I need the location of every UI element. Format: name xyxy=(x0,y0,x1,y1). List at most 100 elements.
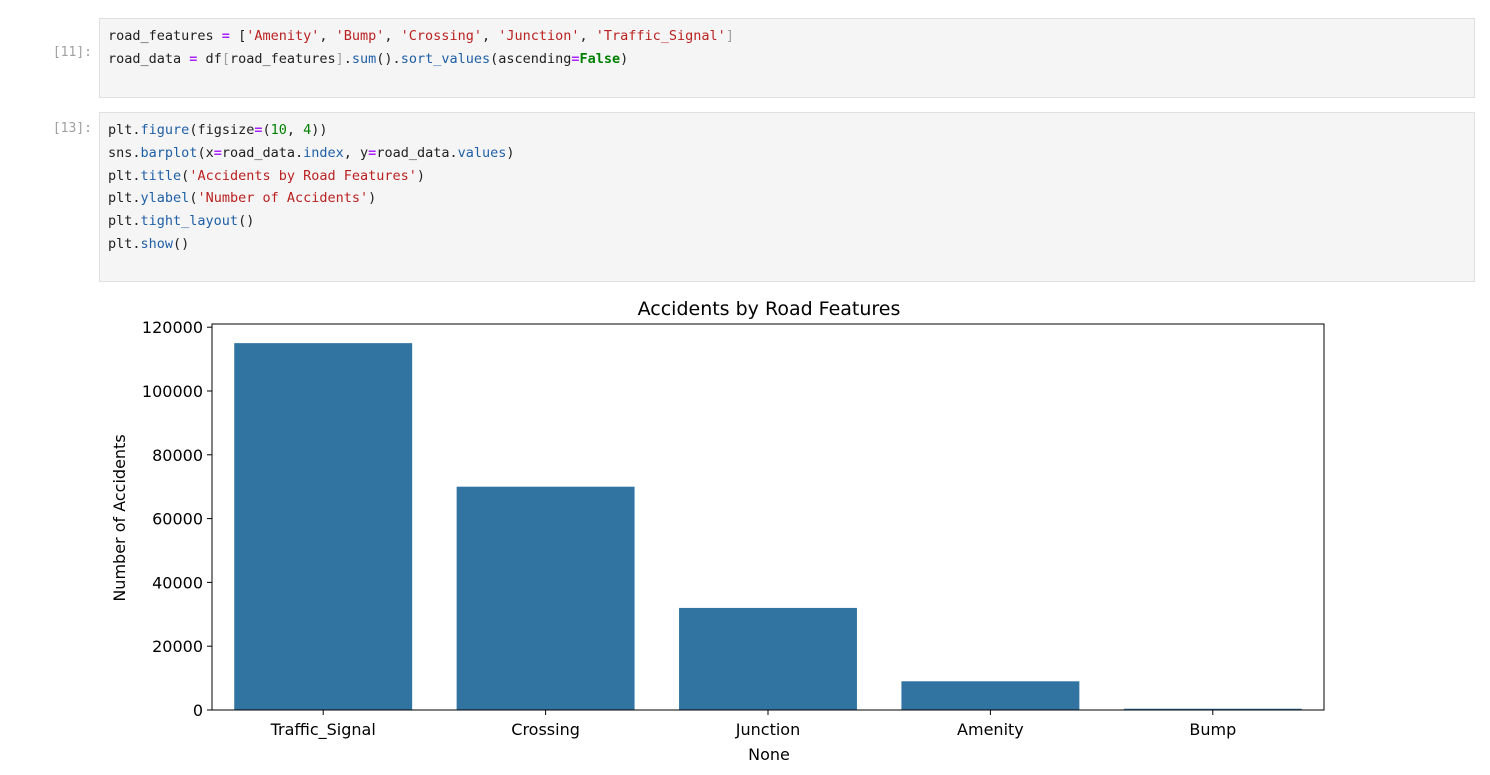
bars-group xyxy=(234,343,1302,710)
code-token: , xyxy=(319,28,336,44)
code-token: figure xyxy=(140,122,190,138)
y-tick-label: 120000 xyxy=(142,318,203,337)
code-line: road_data = df[road_features].sum().sort… xyxy=(108,48,1466,71)
code-token: df xyxy=(197,50,222,67)
code-token: 'Junction' xyxy=(498,28,580,44)
code-token: 'Amenity' xyxy=(246,28,320,44)
code-token: 'Traffic_Signal' xyxy=(595,28,726,44)
code-line: plt.show() xyxy=(108,233,1466,256)
y-axis-ticks: 0 20000 40000 60000 80000 100000 120000 xyxy=(142,318,212,720)
y-tick-label: 80000 xyxy=(152,446,203,465)
code-token: = xyxy=(221,28,230,44)
code-token: values xyxy=(457,144,507,161)
code-token: road_data xyxy=(221,144,295,161)
code-token: . xyxy=(132,167,141,184)
y-tick-label: 40000 xyxy=(152,573,203,592)
code-token: () xyxy=(173,235,190,252)
execution-count-prompt: [11]: xyxy=(52,45,92,60)
code-line: road_features = ['Amenity', 'Bump', 'Cro… xyxy=(108,25,1466,48)
code-editor[interactable]: plt.figure(figsize=(10, 4)) sns.barplot(x… xyxy=(99,112,1475,282)
code-token: sns xyxy=(108,144,133,161)
code-token: False xyxy=(579,50,621,67)
code-token: . xyxy=(132,235,141,252)
code-token: = xyxy=(368,144,377,161)
code-token: . xyxy=(132,190,141,207)
code-token: 4 xyxy=(303,122,312,138)
code-token: ] xyxy=(335,50,344,67)
code-line: plt.figure(figsize=(10, 4)) xyxy=(108,119,1466,142)
code-token: (). xyxy=(376,50,401,67)
x-axis-label: None xyxy=(748,745,790,764)
code-token: . xyxy=(132,144,141,161)
code-token: . xyxy=(132,122,141,138)
code-token: . xyxy=(295,144,304,161)
code-token: (x xyxy=(197,144,214,161)
code-token: ( xyxy=(189,190,198,207)
code-line: plt.title('Accidents by Road Features') xyxy=(108,165,1466,188)
code-editor[interactable]: road_features = ['Amenity', 'Bump', 'Cro… xyxy=(99,18,1475,98)
code-token: ) xyxy=(368,190,377,207)
code-token: ) xyxy=(506,144,515,161)
code-cell-11[interactable]: [11]: road_features = ['Amenity', 'Bump'… xyxy=(0,18,1490,98)
code-token: ( xyxy=(262,122,271,138)
code-token: . xyxy=(449,144,458,161)
bar-amenity xyxy=(901,681,1080,710)
code-token: ) xyxy=(416,167,426,184)
code-token: sort_values xyxy=(400,50,491,67)
code-cell-13[interactable]: [13]: plt.figure(figsize=(10, 4)) sns.bar… xyxy=(0,112,1490,282)
code-token: . xyxy=(343,50,352,67)
code-token: barplot xyxy=(140,144,198,161)
code-token: road_data xyxy=(376,144,450,161)
code-token: (figsize xyxy=(189,122,255,138)
code-token: plt xyxy=(108,190,133,207)
code-line: plt.ylabel('Number of Accidents') xyxy=(108,187,1466,210)
code-token: 10 xyxy=(270,122,287,138)
code-token: () xyxy=(238,213,255,230)
cell-output-chart: Accidents by Road Features Number of Acc… xyxy=(99,290,1359,770)
execution-count-prompt: [13]: xyxy=(52,121,92,136)
y-tick-label: 60000 xyxy=(152,510,203,529)
y-axis-label: Number of Accidents xyxy=(110,434,129,601)
code-token: ] xyxy=(725,28,734,44)
code-token: 'Bump' xyxy=(335,28,385,44)
chart-title: Accidents by Road Features xyxy=(638,298,901,320)
code-token: [ xyxy=(221,50,230,67)
code-token: [ xyxy=(229,28,247,44)
y-tick-label: 20000 xyxy=(152,637,203,656)
bar-crossing xyxy=(456,486,635,710)
code-line: plt.tight_layout() xyxy=(108,210,1466,233)
y-tick-label: 100000 xyxy=(142,382,203,401)
bar-bump xyxy=(1123,708,1302,710)
code-token: show xyxy=(140,235,174,252)
code-token: ) xyxy=(620,50,629,67)
code-token: , y xyxy=(343,144,369,161)
code-token: plt xyxy=(108,167,133,184)
bar-chart: Accidents by Road Features Number of Acc… xyxy=(110,298,1325,764)
code-token: plt xyxy=(108,213,133,230)
code-token: = xyxy=(189,50,198,67)
code-line: sns.barplot(x=road_data.index, y=road_da… xyxy=(108,142,1466,165)
code-token: 'Accidents by Road Features' xyxy=(189,167,417,184)
code-token: = xyxy=(571,50,580,67)
code-token: title xyxy=(140,167,182,184)
code-token: tight_layout xyxy=(140,213,239,230)
code-token: plt xyxy=(108,122,133,138)
code-token: 'Number of Accidents' xyxy=(197,190,369,207)
code-token: road_features xyxy=(108,28,222,44)
x-tick-label: Crossing xyxy=(511,720,580,739)
code-token: ylabel xyxy=(140,190,190,207)
code-token: . xyxy=(132,213,141,230)
code-token: )) xyxy=(311,122,328,138)
code-token: = xyxy=(254,122,263,138)
code-token: sum xyxy=(351,50,377,67)
code-token: road_features xyxy=(229,50,336,67)
code-token: , xyxy=(579,28,596,44)
code-token: ( xyxy=(181,167,190,184)
code-token: (ascending xyxy=(490,50,572,67)
code-token: = xyxy=(213,144,222,161)
code-token: , xyxy=(286,122,304,138)
code-token: index xyxy=(303,144,344,161)
x-tick-label: Bump xyxy=(1189,720,1236,739)
code-token: road_data xyxy=(108,50,190,67)
x-tick-label: Amenity xyxy=(957,720,1024,739)
